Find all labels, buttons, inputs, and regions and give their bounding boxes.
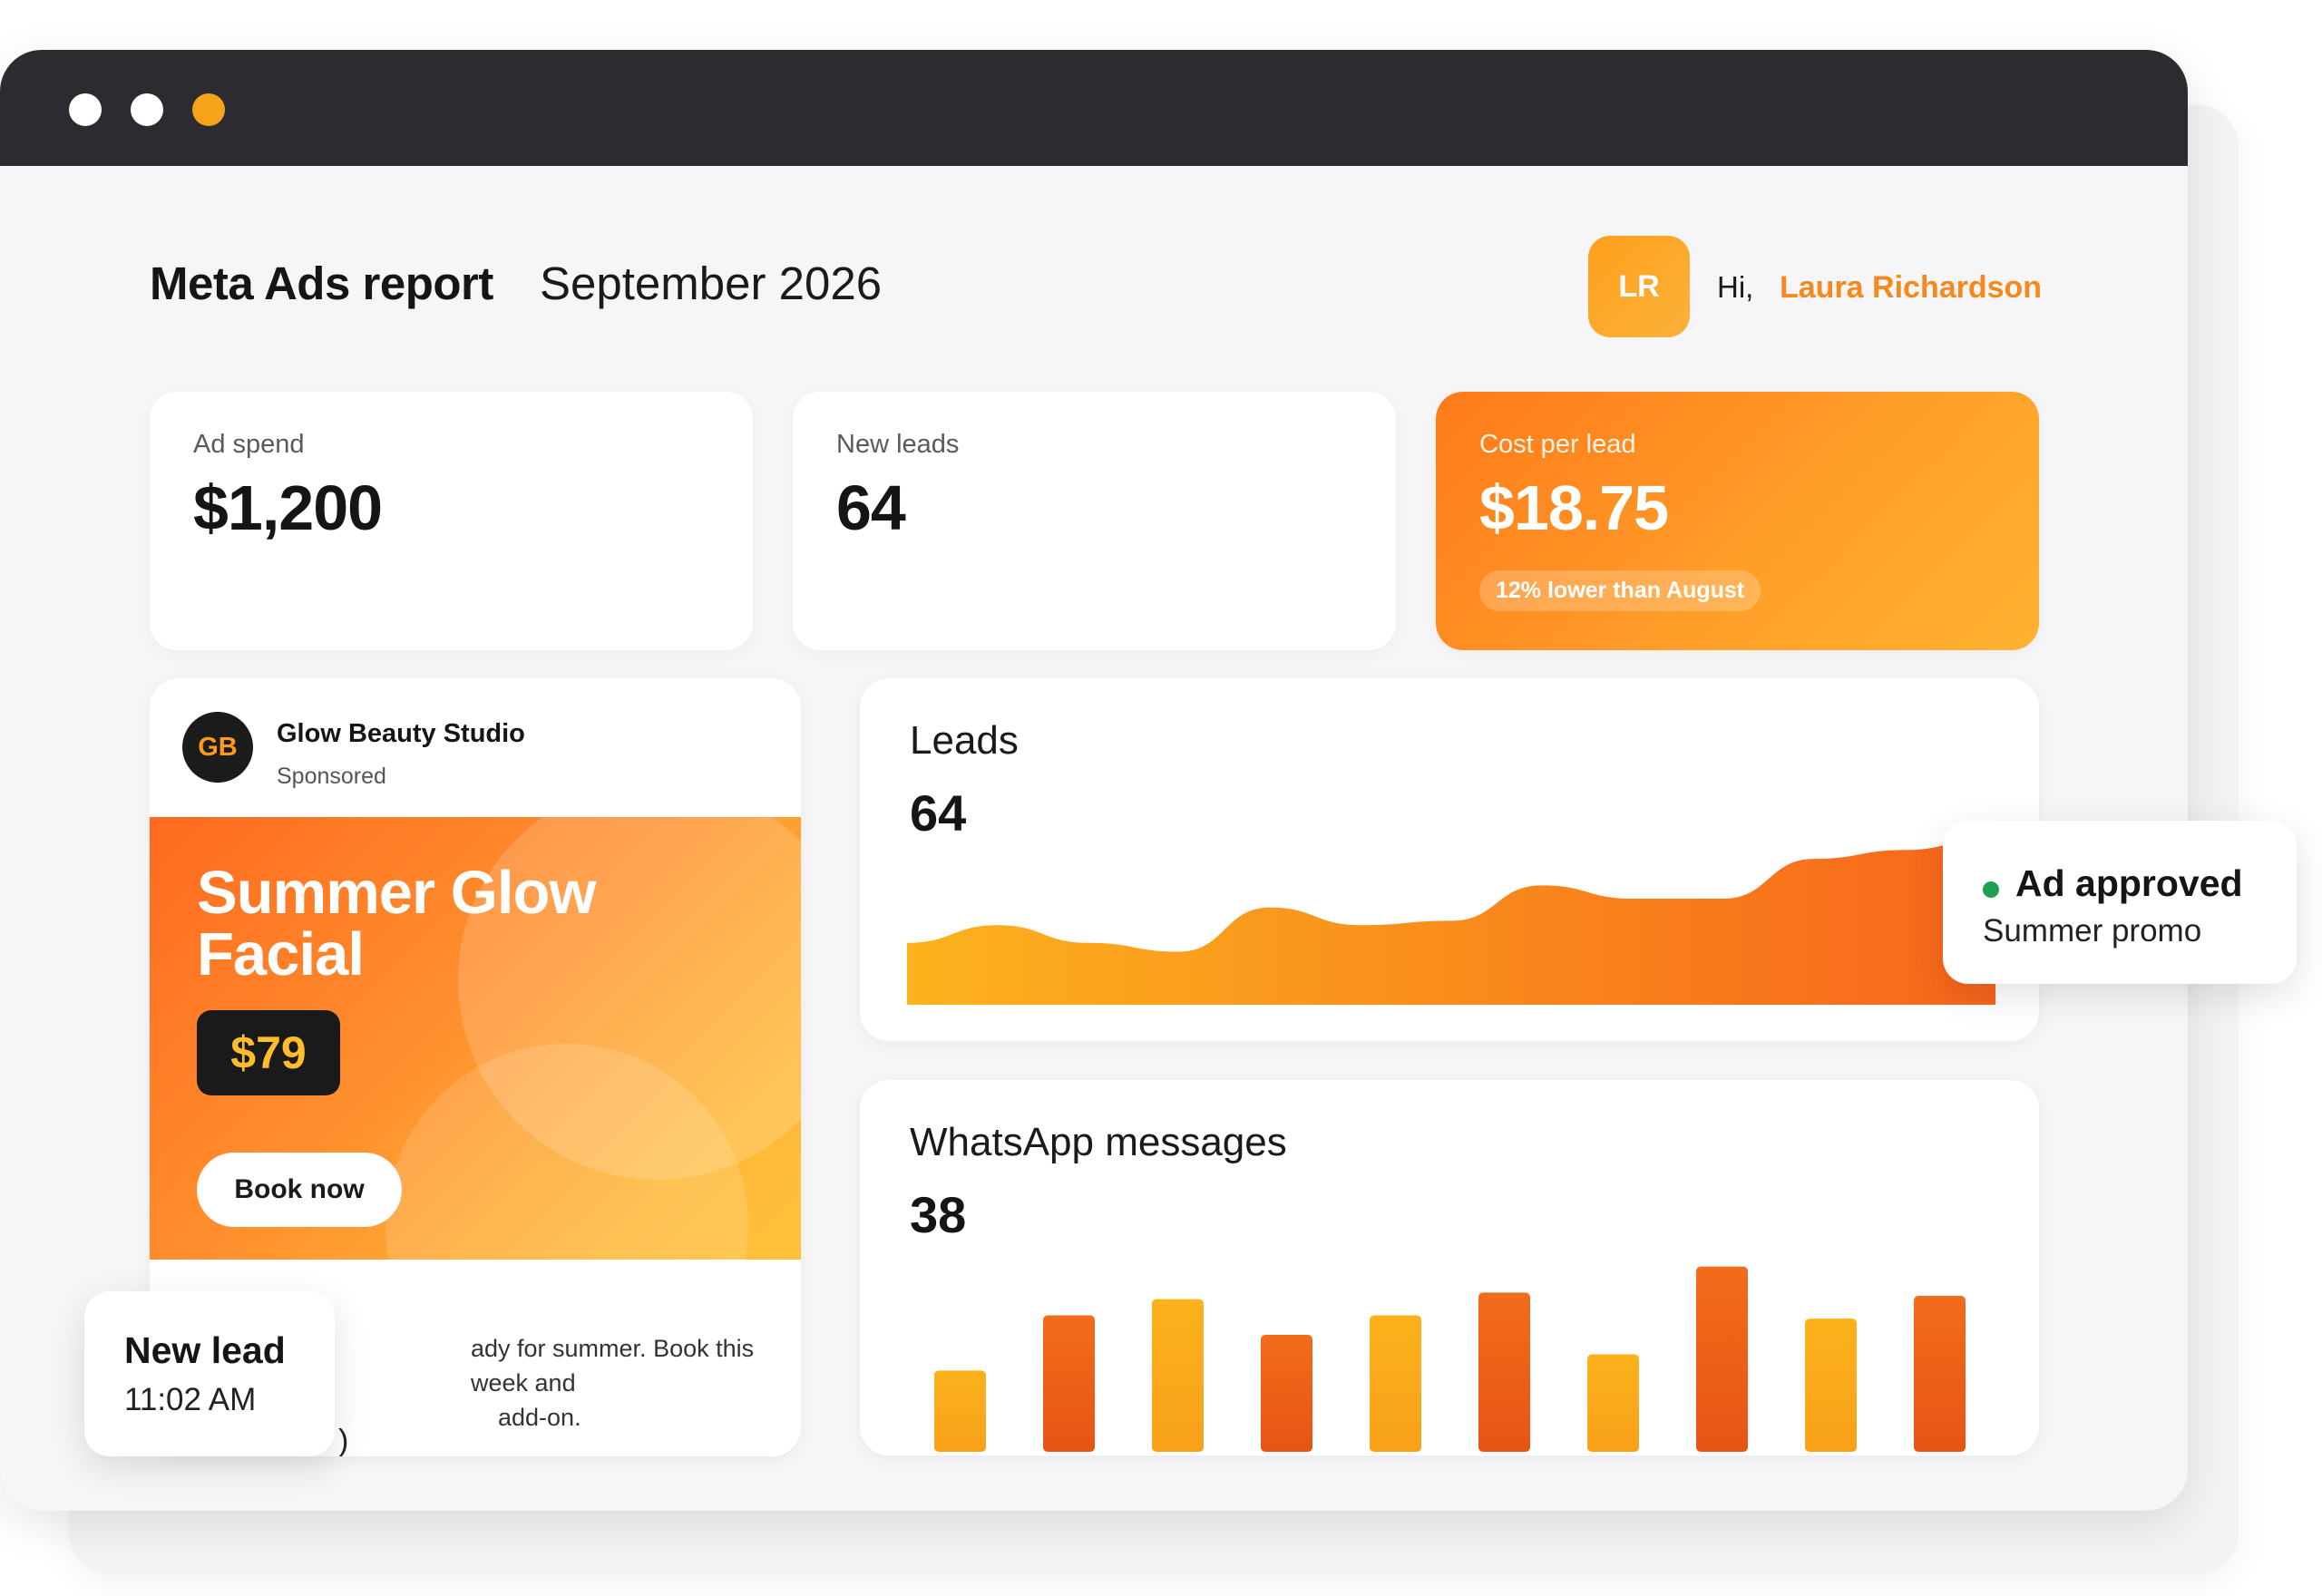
whatsapp-chart-card: WhatsApp messages 38 bbox=[860, 1080, 2039, 1455]
window-minimize-dot[interactable] bbox=[131, 93, 163, 126]
kpi-label: New leads bbox=[836, 430, 960, 459]
decorative-circle bbox=[458, 817, 801, 1180]
leads-area-chart bbox=[907, 836, 1995, 1005]
ad-body-line: add-on. bbox=[498, 1404, 581, 1431]
chart-title: WhatsApp messages bbox=[910, 1120, 1287, 1164]
whatsapp-bar bbox=[1587, 1354, 1639, 1452]
whatsapp-bar bbox=[1914, 1296, 1966, 1452]
kpi-value: $1,200 bbox=[193, 472, 383, 543]
chart-total: 38 bbox=[910, 1186, 967, 1243]
ad-approved-toast[interactable]: Ad approved Summer promo bbox=[1943, 821, 2297, 984]
window-close-dot[interactable] bbox=[69, 93, 102, 126]
greeting-text: Hi, bbox=[1717, 270, 1754, 304]
book-now-button[interactable]: Book now bbox=[197, 1153, 402, 1227]
kpi-label: Ad spend bbox=[193, 430, 305, 459]
toast-title: New lead bbox=[124, 1329, 286, 1371]
user-name[interactable]: Laura Richardson bbox=[1780, 270, 2043, 305]
whatsapp-bar bbox=[934, 1370, 986, 1452]
toast-subtitle: Summer promo bbox=[1983, 913, 2202, 949]
chart-title: Leads bbox=[910, 718, 1019, 763]
ad-creative: Summer Glow Facial $79 Book now bbox=[150, 817, 801, 1260]
whatsapp-bar bbox=[1805, 1319, 1857, 1452]
report-period: September 2026 bbox=[540, 258, 883, 309]
ad-headline: Summer Glow Facial bbox=[197, 859, 596, 988]
kpi-value: 64 bbox=[836, 472, 906, 543]
sponsored-label: Sponsored bbox=[277, 764, 386, 789]
whatsapp-bar bbox=[1370, 1315, 1421, 1452]
whatsapp-bar-chart bbox=[934, 1266, 1966, 1452]
window-titlebar bbox=[0, 50, 2188, 166]
leads-chart-card: Leads 64 bbox=[860, 678, 2039, 1041]
whatsapp-bar bbox=[1152, 1299, 1204, 1452]
chart-total: 64 bbox=[910, 784, 967, 842]
kpi-value: $18.75 bbox=[1479, 472, 1669, 543]
ad-body-tail: ) bbox=[338, 1424, 349, 1456]
price-tag: $79 bbox=[197, 1010, 340, 1095]
toast-time: 11:02 AM bbox=[124, 1382, 257, 1417]
ad-body-text: ady for summer. Book this week and add-o… bbox=[171, 1331, 770, 1435]
whatsapp-bar bbox=[1696, 1266, 1748, 1452]
kpi-card-cost-per-lead: Cost per lead $18.75 12% lower than Augu… bbox=[1436, 392, 2039, 650]
window-maximize-dot[interactable] bbox=[192, 93, 225, 126]
status-dot bbox=[1983, 881, 1999, 898]
whatsapp-bar bbox=[1043, 1315, 1095, 1452]
whatsapp-bar bbox=[1478, 1292, 1530, 1452]
toast-title: Ad approved bbox=[2015, 862, 2243, 904]
page-title: Meta Ads report bbox=[150, 258, 493, 309]
ad-body-line: ady for summer. Book this week and bbox=[471, 1335, 755, 1396]
leads-area bbox=[907, 836, 1995, 1005]
dashboard-window: Meta Ads report September 2026 LR Hi, La… bbox=[0, 50, 2188, 1511]
kpi-label: Cost per lead bbox=[1479, 430, 1636, 459]
kpi-card-ad-spend: Ad spend $1,200 bbox=[150, 392, 753, 650]
business-name: Glow Beauty Studio bbox=[277, 719, 525, 748]
kpi-card-new-leads: New leads 64 bbox=[793, 392, 1396, 650]
user-avatar[interactable]: LR bbox=[1588, 236, 1690, 337]
new-lead-toast[interactable]: New lead 11:02 AM bbox=[84, 1291, 335, 1456]
business-avatar: GB bbox=[182, 712, 253, 783]
ad-preview-card[interactable]: GB Glow Beauty Studio Sponsored Summer G… bbox=[150, 678, 801, 1456]
whatsapp-bar bbox=[1261, 1335, 1312, 1452]
comparison-badge: 12% lower than August bbox=[1479, 570, 1761, 611]
